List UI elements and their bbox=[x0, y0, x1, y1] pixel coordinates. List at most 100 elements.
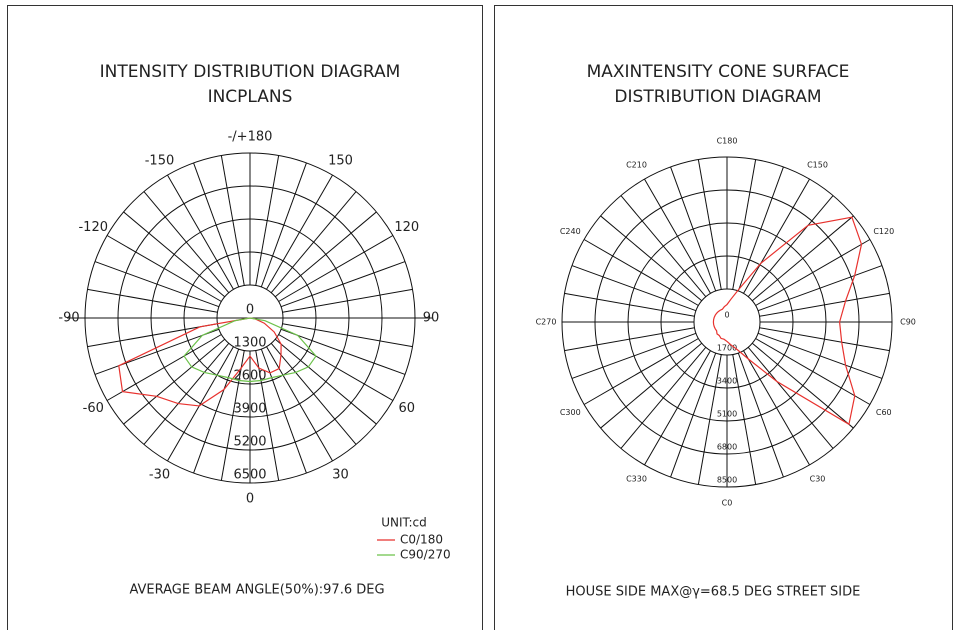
intensity-curve bbox=[183, 317, 317, 383]
grid-spoke bbox=[143, 342, 230, 445]
chart-title: DISTRIBUTION DIAGRAM bbox=[614, 87, 821, 107]
r-tick-label: 3400 bbox=[717, 377, 737, 386]
grid-spoke bbox=[255, 350, 280, 481]
chart-title: INTENSITY DISTRIBUTION DIAGRAM bbox=[100, 62, 401, 82]
grid-spoke bbox=[759, 292, 890, 317]
grid-spoke bbox=[193, 162, 240, 288]
r-tick-label: 2600 bbox=[233, 369, 266, 384]
grid-spoke bbox=[737, 352, 784, 478]
angle-label: C330 bbox=[626, 474, 647, 483]
grid-spoke bbox=[732, 159, 757, 290]
intensity-curve bbox=[712, 216, 863, 426]
angle-label: -150 bbox=[145, 154, 175, 169]
legend-title: UNIT:cd bbox=[381, 516, 427, 530]
angle-label: 30 bbox=[332, 467, 349, 482]
grid-spoke bbox=[167, 346, 234, 462]
grid-spoke bbox=[220, 350, 245, 481]
grid-spoke bbox=[260, 348, 307, 474]
angle-label: C90 bbox=[900, 318, 916, 327]
angle-label: C120 bbox=[873, 227, 894, 236]
grid-spoke bbox=[266, 174, 333, 290]
grid-spoke bbox=[697, 354, 722, 485]
grid-spoke bbox=[274, 338, 377, 425]
angle-label: C240 bbox=[560, 227, 581, 236]
chart-title: INCPLANS bbox=[208, 87, 293, 107]
grid-spoke bbox=[94, 328, 220, 375]
intensity-curve bbox=[118, 317, 282, 407]
r-tick-label: 1300 bbox=[233, 336, 266, 351]
angle-label: C150 bbox=[807, 161, 828, 170]
grid-spoke bbox=[620, 346, 707, 449]
grid-spoke bbox=[282, 323, 413, 348]
grid-spoke bbox=[583, 338, 699, 405]
grid-spoke bbox=[670, 166, 717, 292]
angle-label: 60 bbox=[398, 401, 415, 416]
grid-spoke bbox=[106, 334, 222, 401]
left-panel bbox=[7, 5, 483, 630]
grid-spoke bbox=[751, 342, 854, 429]
r-tick-label: 0 bbox=[724, 311, 729, 320]
grid-spoke bbox=[106, 235, 222, 302]
grid-spoke bbox=[747, 195, 834, 298]
r-tick-label: 1700 bbox=[717, 344, 737, 353]
angle-label: C180 bbox=[717, 137, 738, 146]
grid-spoke bbox=[743, 178, 810, 294]
legend-label: C90/270 bbox=[400, 548, 451, 562]
grid-spoke bbox=[280, 328, 406, 375]
r-tick-label: 6800 bbox=[717, 443, 737, 452]
grid-spoke bbox=[757, 332, 883, 379]
grid-spoke bbox=[759, 327, 890, 352]
grid-spoke bbox=[278, 334, 394, 401]
angle-label: C270 bbox=[536, 318, 557, 327]
grid-spoke bbox=[94, 261, 220, 308]
angle-label: 90 bbox=[423, 311, 440, 326]
grid-spoke bbox=[255, 155, 280, 286]
grid-spoke bbox=[583, 239, 699, 306]
grid-spoke bbox=[87, 323, 218, 348]
grid-spoke bbox=[282, 288, 413, 313]
grid-spoke bbox=[757, 265, 883, 312]
r-tick-label: 5200 bbox=[233, 435, 266, 450]
grid-spoke bbox=[278, 235, 394, 302]
grid-spoke bbox=[193, 348, 240, 474]
angle-label: -/+180 bbox=[228, 130, 273, 145]
r-tick-label: 8500 bbox=[717, 476, 737, 485]
grid-spoke bbox=[732, 354, 757, 485]
grid-spoke bbox=[266, 346, 333, 462]
grid-spoke bbox=[743, 350, 810, 466]
angle-label: C300 bbox=[560, 408, 581, 417]
grid-spoke bbox=[747, 346, 834, 449]
right-panel bbox=[494, 5, 953, 630]
r-tick-label: 3900 bbox=[233, 402, 266, 417]
angle-label: C0 bbox=[722, 499, 733, 508]
grid-spoke bbox=[220, 155, 245, 286]
angle-label: -30 bbox=[149, 467, 170, 482]
grid-spoke bbox=[274, 211, 377, 298]
grid-spoke bbox=[600, 342, 703, 429]
grid-spoke bbox=[644, 350, 711, 466]
angle-label: C30 bbox=[810, 474, 826, 483]
angle-label: -120 bbox=[78, 220, 108, 235]
grid-spoke bbox=[260, 162, 307, 288]
grid-spoke bbox=[644, 178, 711, 294]
angle-label: C60 bbox=[876, 408, 892, 417]
grid-spoke bbox=[270, 342, 357, 445]
grid-spoke bbox=[737, 166, 784, 292]
r-tick-label: 5100 bbox=[717, 410, 737, 419]
grid-spoke bbox=[755, 338, 871, 405]
grid-spoke bbox=[564, 327, 695, 352]
grid-spoke bbox=[270, 191, 357, 294]
grid-spoke bbox=[123, 338, 226, 425]
angle-label: 120 bbox=[394, 220, 419, 235]
grid-spoke bbox=[751, 215, 854, 302]
footer-note: HOUSE SIDE MAX@γ=68.5 DEG STREET SIDE bbox=[566, 585, 861, 600]
grid-spoke bbox=[571, 265, 697, 312]
angle-label: 150 bbox=[328, 154, 353, 169]
angle-label: -60 bbox=[83, 401, 104, 416]
grid-spoke bbox=[167, 174, 234, 290]
grid-spoke bbox=[755, 239, 871, 306]
chart-title: MAXINTENSITY CONE SURFACE bbox=[587, 62, 850, 82]
grid-spoke bbox=[571, 332, 697, 379]
grid-spoke bbox=[87, 288, 218, 313]
